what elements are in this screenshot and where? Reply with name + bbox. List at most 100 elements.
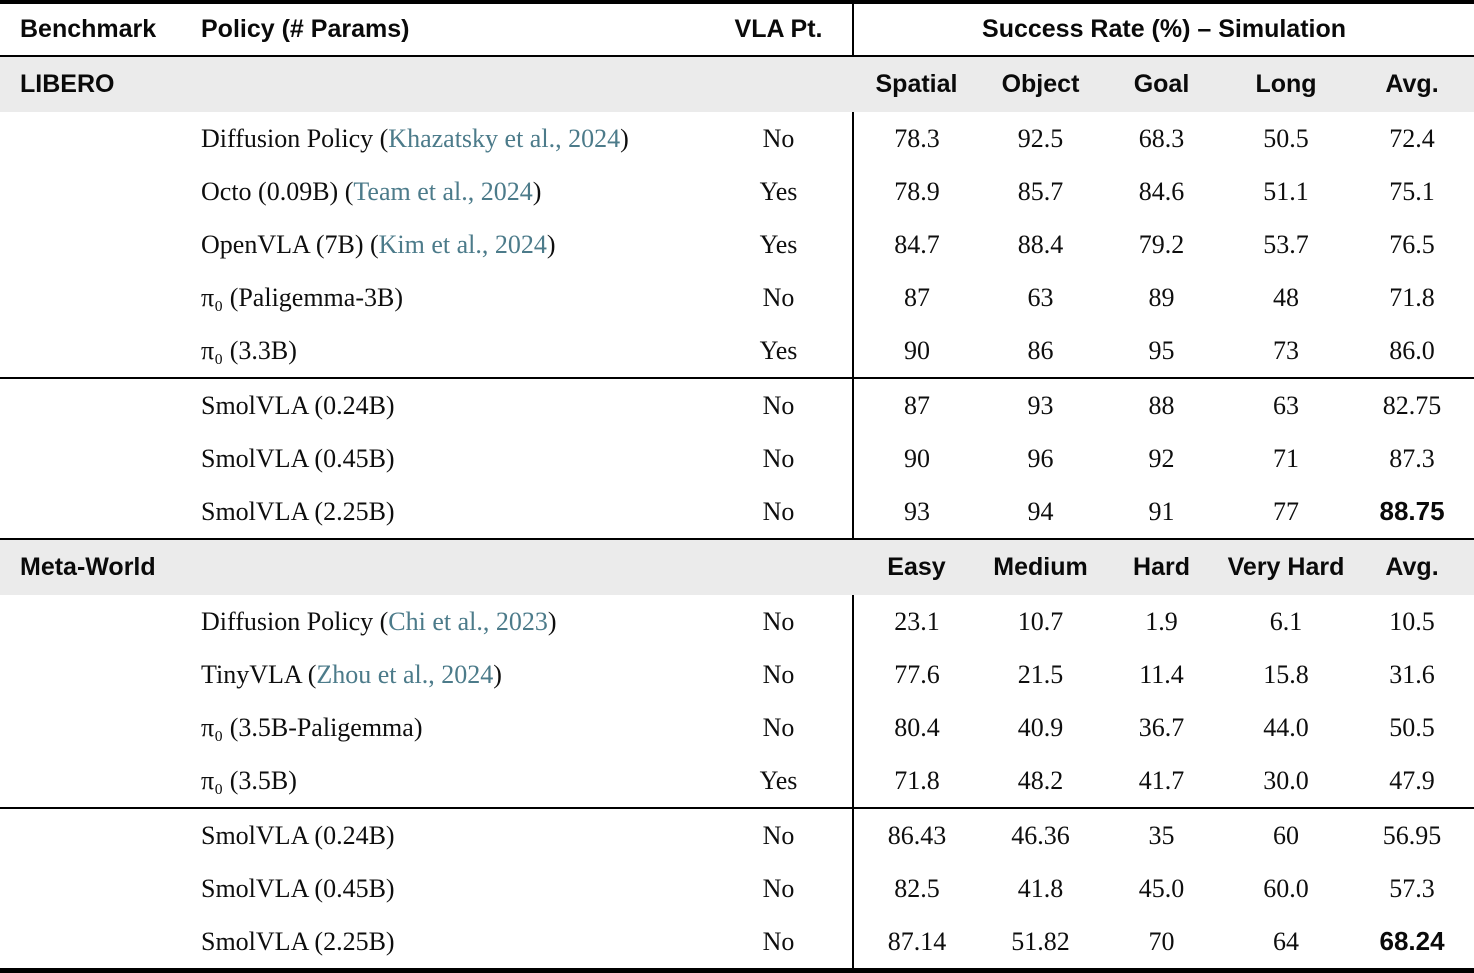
policy-label: SmolVLA (0.45B) — [201, 443, 395, 473]
citation-link[interactable]: Kim et al., 2024 — [378, 229, 547, 259]
vla-pretrained-flag: No — [705, 807, 853, 862]
policy-name: SmolVLA (0.24B) — [200, 377, 705, 432]
citation-link[interactable]: Khazatsky et al., 2024 — [388, 123, 621, 153]
benchmark-spacer — [0, 218, 200, 271]
vla-pretrained-flag: No — [762, 712, 795, 742]
metric-value: 40.9 — [1017, 712, 1064, 742]
policy-name: Diffusion Policy (Chi et al., 2023) — [200, 595, 705, 648]
table-row: SmolVLA (0.24B) No 87 93 88 63 82.75 — [0, 377, 1474, 432]
metric-value: 72.4 — [1389, 123, 1435, 153]
metric-value: 90 — [852, 324, 980, 378]
section-header-row: LIBERO Spatial Object Goal Long Avg. — [0, 55, 1474, 112]
metric-value: 10.7 — [1017, 606, 1064, 636]
metric-value: 50.5 — [1389, 712, 1435, 742]
metric-value: 87 — [852, 377, 980, 432]
citation-link[interactable]: Zhou et al., 2024 — [316, 659, 494, 689]
vla-pretrained-flag: Yes — [759, 335, 798, 365]
metric-value: 68.24 — [1379, 926, 1445, 956]
benchmark-spacer — [0, 915, 200, 971]
metric-value: 86 — [1027, 335, 1054, 365]
table-row: π₀ (3.5B-Paligemma) No 80.4 40.9 36.7 44.0 50.… — [0, 701, 1474, 754]
header-benchmark: Benchmark — [20, 15, 157, 43]
metric-value: 15.8 — [1263, 659, 1309, 689]
policy-label-suffix: ) — [620, 123, 629, 153]
column-header: Easy — [853, 538, 980, 595]
metric-value: 78.9 — [852, 165, 980, 218]
metric-value: 75.1 — [1389, 176, 1435, 206]
benchmark-spacer — [0, 648, 200, 701]
table-row: Diffusion Policy (Khazatsky et al., 2024… — [0, 112, 1474, 165]
metric-value: 68.3 — [1138, 123, 1185, 153]
benchmark-spacer — [0, 595, 200, 648]
vla-pretrained-flag: No — [762, 606, 795, 636]
column-header: Avg. — [1350, 55, 1474, 112]
policy-label: π₀ (3.3B) — [201, 335, 297, 365]
metric-value: 95 — [1148, 335, 1175, 365]
citation-link[interactable]: Chi et al., 2023 — [388, 606, 548, 636]
table-row: SmolVLA (0.24B) No 86.43 46.36 35 60 56.95 — [0, 807, 1474, 862]
metric-value: 51.82 — [1011, 926, 1070, 956]
metric-value: 92.5 — [1017, 123, 1064, 153]
policy-name: SmolVLA (0.45B) — [200, 432, 705, 485]
citation-link[interactable]: Team et al., 2024 — [353, 176, 533, 206]
metric-value: 70 — [1148, 926, 1175, 956]
metric-value: 93 — [980, 377, 1101, 432]
metric-value: 47.9 — [1389, 765, 1435, 795]
table-header-row: Benchmark Policy (# Params) VLA Pt. Succ… — [0, 2, 1474, 56]
vla-pretrained-flag: No — [762, 282, 795, 312]
metric-value: 6.1 — [1269, 606, 1303, 636]
benchmark-spacer — [0, 701, 200, 754]
table-body: LIBERO Spatial Object Goal Long Avg. Diffusion… — [0, 55, 1474, 971]
metric-value: 96 — [1027, 443, 1054, 473]
metric-value: 36.7 — [1138, 712, 1185, 742]
metric-value: 91 — [1148, 496, 1175, 526]
policy-name: SmolVLA (0.24B) — [200, 807, 705, 862]
vla-pretrained-flag: Yes — [759, 176, 798, 206]
vla-pretrained-flag: No — [762, 496, 795, 526]
section-title: Meta-World — [0, 538, 853, 595]
vla-pretrained-flag: No — [762, 926, 795, 956]
metric-value: 73 — [1273, 335, 1299, 365]
vla-pretrained-flag: No — [762, 659, 795, 689]
metric-value: 48 — [1273, 282, 1299, 312]
header-policy-params: Policy (# Params) — [201, 15, 410, 43]
column-header: Medium — [980, 538, 1101, 595]
metric-value: 21.5 — [1017, 659, 1064, 689]
metric-value: 30.0 — [1263, 765, 1309, 795]
metric-value: 41.7 — [1138, 765, 1185, 795]
metric-value: 46.36 — [980, 807, 1101, 862]
metric-value: 82.5 — [852, 862, 980, 915]
table-row: TinyVLA (Zhou et al., 2024) No 77.6 21.5 11.… — [0, 648, 1474, 701]
policy-label: OpenVLA (7B) ( — [201, 229, 379, 259]
metric-value: 87.3 — [1389, 443, 1435, 473]
table-row: Octo (0.09B) (Team et al., 2024) Yes 78.9 8… — [0, 165, 1474, 218]
table-row: SmolVLA (0.45B) No 90 96 92 71 87.3 — [0, 432, 1474, 485]
policy-label: SmolVLA (2.25B) — [201, 926, 395, 956]
metric-value: 86.43 — [852, 807, 980, 862]
table-row: OpenVLA (7B) (Kim et al., 2024) Yes 84.7 88… — [0, 218, 1474, 271]
metric-value: 35 — [1101, 807, 1222, 862]
policy-label: TinyVLA ( — [201, 659, 317, 689]
column-header: Object — [980, 55, 1101, 112]
column-header: Very Hard — [1222, 538, 1350, 595]
policy-name: π₀ (3.5B) — [200, 754, 705, 808]
benchmark-spacer — [0, 112, 200, 165]
metric-value: 88 — [1101, 377, 1222, 432]
header-success-rate-simulation: Success Rate (%) – Simulation — [851, 2, 1474, 56]
policy-name: Diffusion Policy (Khazatsky et al., 2024… — [200, 112, 705, 165]
benchmark-spacer — [0, 862, 200, 915]
metric-value: 63 — [1027, 282, 1054, 312]
policy-name: SmolVLA (0.45B) — [200, 862, 705, 915]
policy-name: π₀ (3.3B) — [200, 324, 705, 378]
policy-label: π₀ (3.5B) — [201, 765, 297, 795]
vla-pretrained-flag: No — [762, 443, 795, 473]
policy-label: SmolVLA (0.45B) — [201, 873, 395, 903]
metric-value: 31.6 — [1389, 659, 1435, 689]
vla-pretrained-flag: Yes — [759, 765, 798, 795]
metric-value: 51.1 — [1263, 176, 1309, 206]
policy-label-suffix: ) — [546, 229, 556, 259]
table-row: Diffusion Policy (Chi et al., 2023) No 23.… — [0, 595, 1474, 648]
policy-name: SmolVLA (2.25B) — [200, 485, 705, 539]
benchmark-spacer — [0, 324, 200, 378]
